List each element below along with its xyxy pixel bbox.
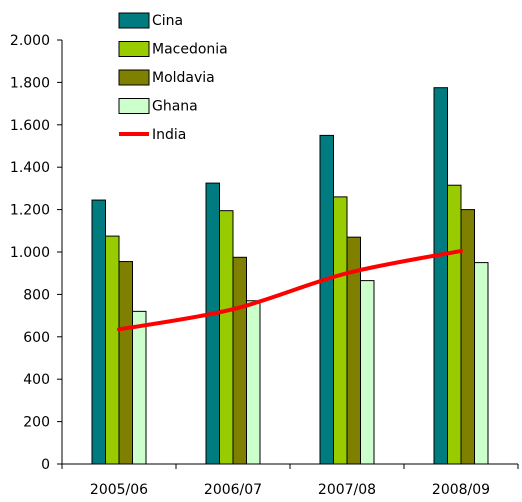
y-tick-label: 800 <box>23 287 50 303</box>
bar-cina <box>319 134 334 465</box>
bar-cina <box>91 199 106 465</box>
bar-cina <box>433 87 448 465</box>
y-tick-label: 600 <box>23 330 50 346</box>
bar-moldavia <box>118 261 133 465</box>
y-tick-label: 1.400 <box>10 160 50 176</box>
line-series <box>117 248 463 332</box>
legend-label-india: India <box>152 127 186 143</box>
y-tick-label: 2.000 <box>10 33 50 49</box>
bar-macedonia <box>333 196 348 465</box>
line-india <box>117 248 463 332</box>
y-tick-label: 0 <box>41 457 50 473</box>
legend-label-ghana: Ghana <box>152 99 198 115</box>
y-tick-label: 1.800 <box>10 75 50 91</box>
x-tick-label: 2005/06 <box>90 482 148 498</box>
legend-label-macedonia: Macedonia <box>152 42 228 58</box>
bar-macedonia <box>105 235 120 465</box>
bars <box>91 87 489 465</box>
bar-moldavia <box>232 256 247 465</box>
axes: 0 200 400 600 800 1.000 1.200 1.400 1.600 1.800 2.… <box>10 33 519 498</box>
x-tick-label: 2006/07 <box>204 482 262 498</box>
bar-ghana <box>474 262 489 465</box>
y-tick-label: 400 <box>23 372 50 388</box>
bar-cina <box>205 182 220 465</box>
legend-swatch-moldavia <box>118 69 150 86</box>
legend-swatch-cina <box>118 12 150 29</box>
bar-macedonia <box>219 210 234 465</box>
y-tick-label: 1.600 <box>10 118 50 134</box>
legend: Cina Macedonia Moldavia Ghana India <box>118 12 228 143</box>
y-tick-label: 1.000 <box>10 245 50 261</box>
x-tick-label: 2008/09 <box>432 482 490 498</box>
legend-label-moldavia: Moldavia <box>152 70 215 86</box>
bar-ghana <box>360 280 375 465</box>
bar-ghana <box>246 300 261 465</box>
bar-macedonia <box>447 184 462 465</box>
bar-ghana <box>132 310 147 465</box>
legend-label-cina: Cina <box>152 13 183 29</box>
y-tick-label: 200 <box>23 415 50 431</box>
legend-swatch-ghana <box>118 98 150 114</box>
y-tick-label: 1.200 <box>10 203 50 219</box>
bar-moldavia <box>460 209 475 465</box>
x-tick-label: 2007/08 <box>318 482 376 498</box>
legend-swatch-macedonia <box>118 41 150 57</box>
